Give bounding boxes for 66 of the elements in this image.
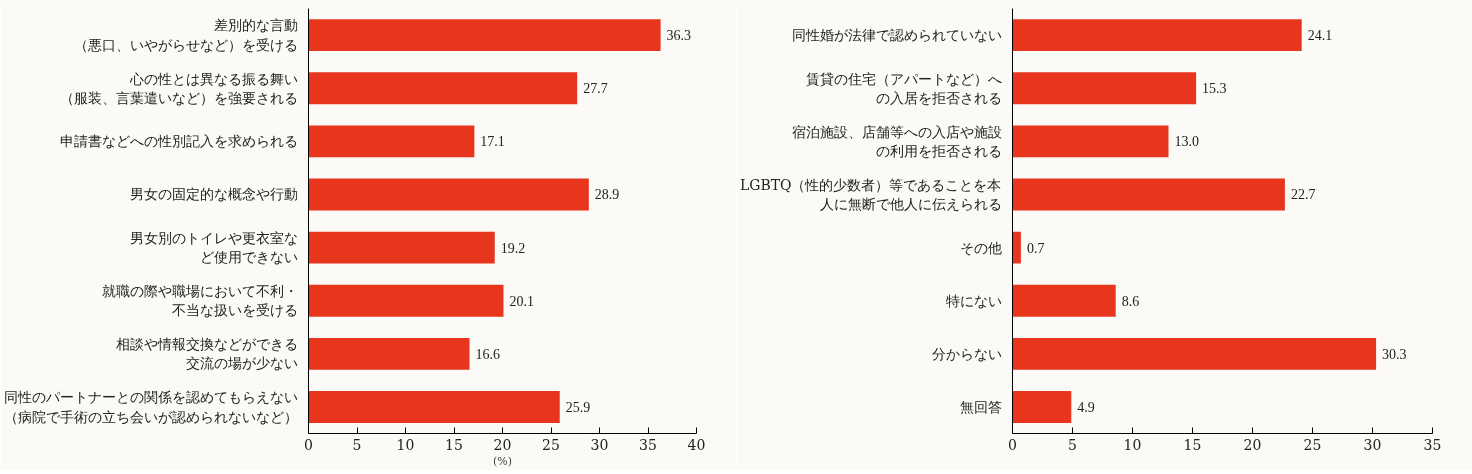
data-label: 15.3: [1202, 81, 1227, 97]
x-tick-label: 10: [396, 436, 415, 453]
data-label: 17.1: [480, 134, 505, 150]
bar: [1012, 391, 1072, 423]
bar: [1012, 337, 1377, 370]
y-tick-label: 心の性とは異なる振る舞い（服装、言葉遣いなど）を強要される: [59, 70, 298, 106]
x-axis-title: (%): [492, 454, 513, 468]
x-tick-label: 15: [1183, 436, 1202, 453]
bar: [308, 72, 578, 105]
y-tick-label: LGBTQ（性的少数者）等であることを本人に無断で他人に伝えられる: [739, 176, 1002, 213]
x-tick-label: 25: [1303, 436, 1322, 453]
data-label: 27.7: [583, 81, 608, 97]
y-tick-label: 申請書などへの性別記入を求められる: [59, 133, 298, 150]
data-label: 36.3: [666, 28, 692, 44]
y-tick-label: 無回答: [959, 398, 1002, 415]
data-label: 24.1: [1307, 28, 1333, 44]
bar: [308, 19, 661, 51]
x-tick-label: 35: [1423, 436, 1442, 453]
data-label: 0.7: [1026, 240, 1045, 256]
x-tick-label: 20: [1243, 436, 1262, 453]
bar: [308, 125, 475, 158]
bar: [1012, 19, 1302, 51]
data-label: 13.0: [1174, 134, 1199, 150]
y-tick-label: 差別的な言動（悪口、いやがらせなど）を受ける: [73, 17, 298, 53]
x-tick-label: 30: [590, 436, 609, 453]
y-tick-label: 相談や情報交換などができる交流の場が少ない: [115, 336, 298, 372]
y-tick-label: 分からない: [931, 345, 1002, 362]
bar: [308, 337, 470, 370]
y-tick-label: 就職の際や職場において不利・不当な扱いを受ける: [101, 283, 298, 319]
x-tick-label: 35: [639, 436, 657, 453]
y-tick-label: その他: [959, 239, 1002, 256]
data-label: 16.6: [475, 346, 501, 362]
x-tick-label: 5: [1068, 436, 1077, 453]
x-tick-label: 0: [304, 436, 313, 453]
bar: [308, 284, 504, 317]
x-tick-label: 10: [1123, 436, 1142, 453]
y-tick-label: 賃貸の住宅（アパートなど）への入居を拒否される: [805, 70, 1002, 106]
y-tick-label: 男女の固定的な概念や行動: [129, 186, 298, 203]
y-tick-label: 同性のパートナーとの関係を認めてもらえない（病院で手術の立ち会いが認められないなど）: [3, 389, 298, 425]
x-tick-label: 5: [352, 436, 362, 453]
y-tick-label: 同性婚が法律で認められていない: [791, 27, 1002, 44]
data-label: 8.6: [1121, 293, 1140, 309]
x-tick-label: 20: [493, 436, 512, 453]
data-label: 30.3: [1382, 346, 1407, 362]
x-tick-label: 25: [542, 436, 560, 453]
x-tick-label: 0: [1008, 436, 1017, 453]
bar: [1012, 231, 1021, 264]
bar: [308, 178, 589, 211]
data-label: 20.1: [509, 293, 534, 309]
bar: [308, 231, 495, 264]
bar: [1012, 284, 1116, 317]
bar: [308, 391, 560, 423]
x-tick-label: 30: [1363, 436, 1382, 453]
y-tick-label: 男女別のトイレや更衣室など使用できない: [129, 229, 298, 266]
data-label: 22.7: [1290, 187, 1316, 203]
data-label: 19.2: [500, 240, 526, 256]
bar: [1012, 72, 1197, 105]
data-label: 4.9: [1077, 399, 1095, 415]
bar: [1012, 125, 1169, 158]
data-label: 28.9: [594, 187, 620, 203]
x-tick-label: 15: [445, 436, 463, 453]
data-label: 25.9: [565, 399, 591, 415]
y-tick-label: 特にない: [945, 292, 1002, 309]
bar: [1012, 178, 1285, 211]
x-tick-label: 40: [687, 436, 706, 453]
y-tick-label: 宿泊施設、店舗等への入店や施設の利用を拒否される: [791, 123, 1002, 159]
